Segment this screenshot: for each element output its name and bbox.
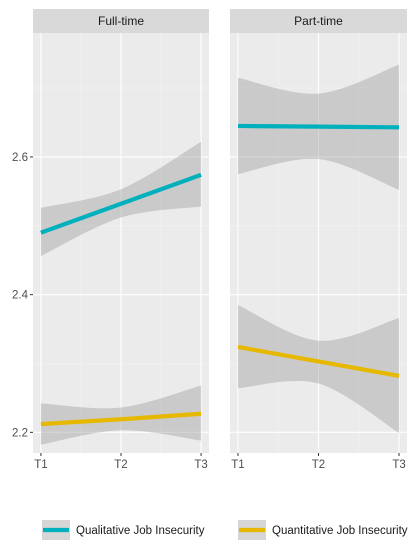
x-tick-label: T2 bbox=[114, 459, 127, 471]
series-line-1 bbox=[40, 411, 202, 427]
x-tick-label: T3 bbox=[392, 459, 405, 471]
series-line-1 bbox=[237, 344, 400, 378]
x-tick-label: T3 bbox=[194, 459, 207, 471]
confidence-band-0 bbox=[40, 141, 202, 257]
facet-panel-1: Part-time T1 T2 T3 bbox=[230, 9, 407, 471]
x-tick-label: T1 bbox=[231, 459, 244, 471]
legend-label: Quantitative Job Insecurity bbox=[272, 525, 408, 537]
legend: Qualitative Job Insecurity Quantitative J… bbox=[42, 520, 408, 540]
facet-strip bbox=[230, 9, 407, 33]
legend-label: Qualitative Job Insecurity bbox=[76, 525, 205, 537]
y-tick-label: 2.2 bbox=[12, 427, 28, 439]
confidence-band-1 bbox=[40, 385, 202, 445]
series-line-0 bbox=[237, 123, 400, 130]
y-tick-label: 2.6 bbox=[12, 152, 28, 164]
x-tick-label: T2 bbox=[312, 459, 325, 471]
facet-panel-0: Full-time T1 T2 T3 bbox=[33, 9, 209, 471]
y-axis: 2.2 2.4 2.6 bbox=[12, 152, 33, 439]
series-line-0 bbox=[40, 172, 202, 235]
x-tick-label: T1 bbox=[34, 459, 47, 471]
facet-title: Full-time bbox=[98, 14, 144, 28]
y-tick-label: 2.4 bbox=[12, 290, 29, 302]
facet-strip bbox=[33, 9, 209, 33]
confidence-band-1 bbox=[237, 304, 400, 434]
chart-panels: Full-time T1 T2 T3 Part-time T1 T2 T3 bbox=[33, 9, 407, 471]
facet-title: Part-time bbox=[294, 14, 343, 28]
